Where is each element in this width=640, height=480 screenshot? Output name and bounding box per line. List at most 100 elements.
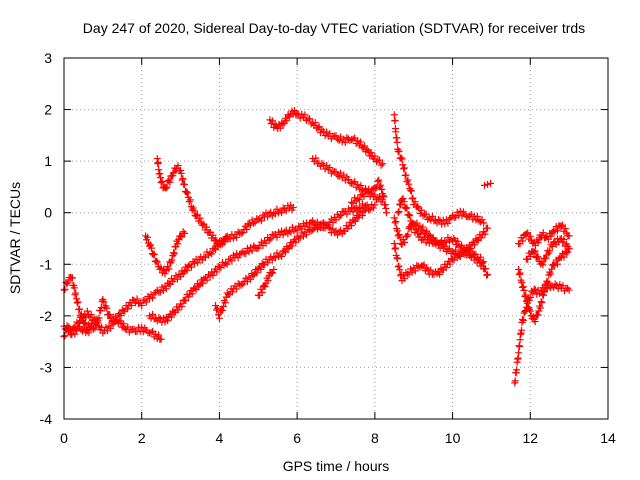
data-point [203,276,211,284]
data-point [334,231,342,239]
data-point [200,275,208,283]
data-point [551,280,559,288]
data-point [180,229,188,237]
data-point [556,281,564,289]
data-point [332,168,340,176]
data-point [539,291,547,299]
data-point [267,269,275,277]
data-point [178,302,186,310]
data-point [113,316,121,324]
data-point [229,234,237,242]
data-point [269,269,277,277]
data-point [456,207,464,215]
data-point [335,213,343,221]
data-point [449,255,457,263]
data-point [170,250,178,258]
data-point [133,295,141,303]
data-point [519,237,527,245]
data-point [458,212,466,220]
y-tick-label: 1 [44,153,52,169]
data-point [423,227,431,235]
data-point [186,196,194,204]
data-point [292,238,300,246]
data-point [484,271,492,279]
data-point [318,220,326,228]
data-point [73,299,81,307]
data-point [311,119,319,127]
data-point [477,253,485,261]
data-point [270,265,278,273]
data-point [398,155,406,163]
data-point [487,179,495,187]
data-point [411,198,419,206]
data-point [70,323,78,331]
data-point [563,249,571,257]
data-point [251,243,259,251]
y-tick-label: -4 [40,411,53,427]
x-tick-label: 12 [522,430,538,446]
data-point [195,282,203,290]
data-point [458,241,466,249]
data-point [106,311,114,319]
data-point [530,285,538,293]
data-point [399,161,407,169]
data-point [307,227,315,235]
data-point [379,160,387,168]
data-point [237,281,245,289]
data-point [123,305,131,313]
data-point [212,246,220,254]
data-point [264,277,272,285]
data-point [375,176,383,184]
data-point [405,270,413,278]
data-point [526,232,534,240]
data-point [401,238,409,246]
data-point [138,301,146,309]
data-point [407,265,415,273]
data-point [513,366,521,374]
data-point [318,159,326,167]
data-point [524,229,532,237]
data-point [242,249,250,257]
data-point [534,239,542,247]
data-point [95,314,103,322]
data-point [226,255,234,263]
data-point [372,158,380,166]
data-point [366,205,374,213]
data-point [192,212,200,220]
data-point [219,302,227,310]
data-point [72,295,80,303]
data-point [404,231,412,239]
data-point [350,216,358,224]
data-point [206,249,214,257]
data-point [544,278,552,286]
data-point [139,328,147,336]
data-point [478,216,486,224]
data-point [299,232,307,240]
data-point [419,223,427,231]
data-point [520,286,528,294]
data-point [531,247,539,255]
data-point [327,215,335,223]
data-point [466,246,474,254]
data-point [435,240,443,248]
data-point [63,280,71,288]
data-point [191,284,199,292]
data-point [511,377,519,385]
data-point [70,284,78,292]
data-point [278,209,286,217]
data-point [472,250,480,258]
x-axis-label: GPS time / hours [283,458,390,474]
plot-border [63,57,609,420]
data-point [481,181,489,189]
data-point [170,249,178,257]
data-point [223,235,231,242]
data-point [392,218,400,226]
x-tick-label: 10 [445,430,461,446]
data-point [97,307,105,315]
data-point [366,189,374,197]
data-point [515,349,523,357]
data-point [419,262,427,270]
data-point [480,258,488,266]
data-point [296,114,304,122]
